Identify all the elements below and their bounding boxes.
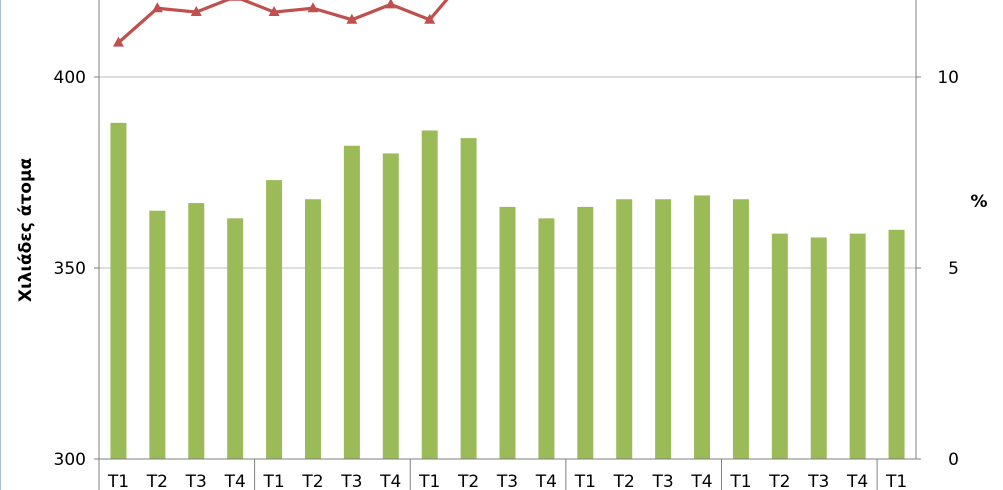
y2-tick-label: 5 xyxy=(948,259,959,279)
x-tick-label: T4 xyxy=(690,472,712,490)
bar xyxy=(655,199,672,460)
x-tick-label: T4 xyxy=(224,472,246,490)
axes xyxy=(94,0,921,490)
data-point-triangle xyxy=(151,2,163,13)
bar xyxy=(266,180,283,459)
bar xyxy=(849,233,866,459)
x-tick-label: T3 xyxy=(496,472,518,490)
x-tick-label: T2 xyxy=(146,472,168,490)
x-tick-label: T1 xyxy=(729,472,751,490)
x-tick-label: T2 xyxy=(457,472,479,490)
x-tick-label: T1 xyxy=(418,472,440,490)
bar xyxy=(577,206,594,459)
data-point-triangle xyxy=(385,0,397,9)
y-tick-label: 300 xyxy=(54,450,86,470)
data-point-triangle xyxy=(112,36,124,47)
x-tick-label: T1 xyxy=(574,472,596,490)
bar-series xyxy=(110,122,905,460)
left-axis-ticks: 300350400450500 xyxy=(54,68,86,470)
data-point-triangle xyxy=(307,2,319,13)
y-tick-label: 350 xyxy=(54,259,86,279)
data-point-triangle xyxy=(190,6,202,17)
bar xyxy=(499,206,516,459)
y-axis-title: Χιλιάδες άτομα xyxy=(16,158,36,302)
data-point-triangle xyxy=(424,13,436,24)
bar xyxy=(110,122,127,459)
x-tick-label: T1 xyxy=(262,472,284,490)
x-tick-label: T3 xyxy=(340,472,362,490)
y2-tick-label: 0 xyxy=(948,450,959,470)
bar xyxy=(538,218,555,459)
x-tick-label: T3 xyxy=(652,472,674,490)
x-tick-label: T2 xyxy=(613,472,635,490)
bar xyxy=(460,138,477,459)
y-tick-label: 400 xyxy=(54,68,86,88)
line-series xyxy=(112,0,449,47)
bar xyxy=(616,199,633,460)
x-tick-label: T3 xyxy=(185,472,207,490)
bar xyxy=(188,203,205,459)
y2-axis-title: % xyxy=(970,192,987,212)
bar xyxy=(771,233,788,459)
data-point-triangle xyxy=(229,0,241,1)
x-tick-label: T2 xyxy=(768,472,790,490)
bar xyxy=(732,199,749,460)
bar xyxy=(343,145,360,459)
bar xyxy=(149,210,166,459)
data-point-triangle xyxy=(268,6,280,17)
right-axis-ticks: 05101520 xyxy=(937,68,959,470)
category-labels: T1 T2 T3 T4 T1 T2 T3 T4 T1 T2 T3 T4 T1 T2 T3 T4 T1 T2 T3 T4… xyxy=(107,472,907,490)
bar xyxy=(810,237,827,459)
bar xyxy=(694,195,711,460)
x-tick-label: T2 xyxy=(301,472,323,490)
x-tick-label: T4 xyxy=(379,472,401,490)
y2-tick-label: 10 xyxy=(937,68,959,88)
bar xyxy=(304,199,321,460)
x-tick-label: T4 xyxy=(846,472,868,490)
bar xyxy=(227,218,244,459)
x-tick-label: T3 xyxy=(807,472,829,490)
x-tick-label: T1 xyxy=(885,472,907,490)
data-point-triangle xyxy=(346,13,358,24)
bar xyxy=(382,153,399,459)
series-line-2 xyxy=(117,0,449,44)
bar xyxy=(421,130,438,460)
x-tick-label: T4 xyxy=(535,472,557,490)
bar xyxy=(888,229,905,459)
x-tick-label: T1 xyxy=(107,472,129,490)
